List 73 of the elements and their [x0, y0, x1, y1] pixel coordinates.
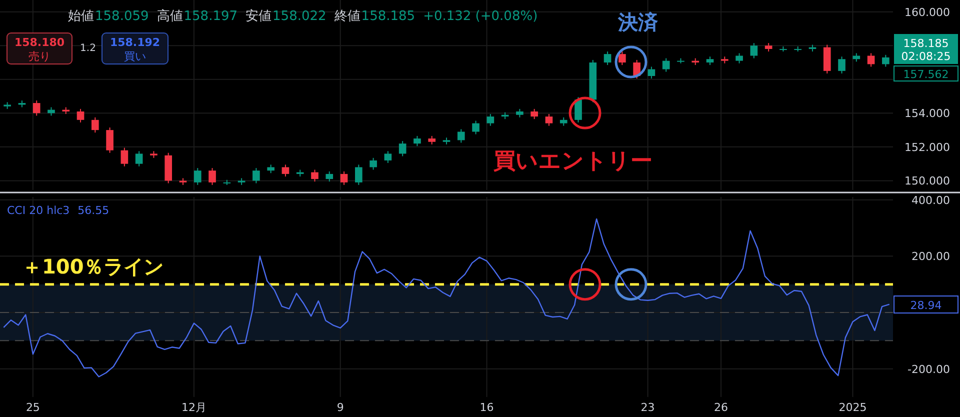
candlestick: [120, 147, 128, 167]
candlestick: [340, 170, 348, 186]
candlestick: [604, 51, 612, 66]
annotation: 158.022: [272, 9, 326, 24]
x-tick-label: 9: [336, 401, 344, 414]
candlestick: [414, 135, 421, 147]
candlestick: [311, 169, 318, 182]
candlestick: [486, 114, 494, 126]
y-tick-label: 400.00: [912, 194, 950, 207]
annotation: 1.2: [80, 43, 96, 54]
annotation: 56.55: [78, 204, 110, 217]
candlestick: [355, 164, 362, 186]
candlestick: [32, 100, 40, 116]
y-tick-label: 160.000: [904, 6, 950, 19]
candlestick: [398, 140, 406, 157]
candlestick: [282, 164, 290, 177]
candlestick: [326, 170, 334, 182]
candlestick: [76, 108, 84, 123]
annotation: 買いエントリー: [492, 149, 652, 174]
text: CCI 20 hlc3: [7, 204, 70, 217]
candlestick: [472, 120, 480, 135]
annotation: 安値: [246, 8, 272, 24]
candlestick: [194, 168, 202, 186]
candlestick: [750, 42, 758, 59]
candlestick: [838, 56, 846, 74]
price-box: 158.185 02:08:25: [894, 34, 958, 64]
annotation: 158.197: [184, 9, 238, 24]
annotation: 始値: [68, 9, 94, 24]
x-tick-label: 16: [480, 401, 494, 414]
x-tick-label: 12月: [181, 401, 206, 414]
candlestick: [106, 127, 114, 154]
candlestick: [252, 168, 260, 184]
candlestick: [736, 52, 743, 64]
annotation: 158.192: [110, 36, 160, 49]
annotation: 158.185: [361, 9, 416, 24]
annotation: 終値: [333, 9, 360, 24]
y-tick-label: 152.000: [904, 140, 950, 154]
candlestick: [574, 96, 582, 123]
candlestick: [530, 108, 538, 120]
candlestick: [823, 44, 831, 74]
candlestick: [370, 157, 377, 170]
candlestick: [662, 58, 670, 72]
y-tick-label: -200.00: [908, 362, 950, 376]
candlestick: [867, 52, 875, 68]
candlestick: [91, 116, 99, 134]
y-tick-label: 150.000: [904, 174, 950, 188]
annotation: 158.180: [14, 36, 65, 49]
annotation: +0.132 (+0.08%): [423, 9, 538, 24]
x-tick-label: 25: [26, 401, 40, 414]
candlestick: [208, 168, 216, 186]
candlestick: [648, 66, 656, 80]
annotation: 158.059: [95, 9, 149, 24]
x-tick-label: 26: [714, 401, 728, 414]
candlestick: [135, 150, 143, 167]
candlestick: [618, 51, 626, 66]
y-tick-label: 200.00: [912, 250, 950, 264]
candlestick: [457, 128, 465, 144]
buy-box: 158.192 買い: [102, 32, 168, 64]
annotation: 売り: [28, 50, 50, 63]
annotation: 決済: [617, 10, 659, 34]
value-box: 28.94: [894, 296, 958, 314]
annotation: 買い: [124, 50, 146, 63]
line-series: [3, 218, 890, 378]
ref-line-label: ＋100％ライン: [22, 254, 164, 278]
y-tick-label: 154.000: [904, 107, 950, 120]
candlestick: [545, 114, 553, 126]
prev-box: 157.562: [894, 66, 958, 82]
candlestick: [384, 150, 392, 164]
x-tick-label: 23: [640, 401, 655, 414]
annotation: 高値: [156, 8, 183, 24]
sell-box: 158.180 売り: [6, 32, 72, 64]
x-tick-label: 2025: [838, 401, 867, 414]
candlestick: [882, 54, 890, 68]
